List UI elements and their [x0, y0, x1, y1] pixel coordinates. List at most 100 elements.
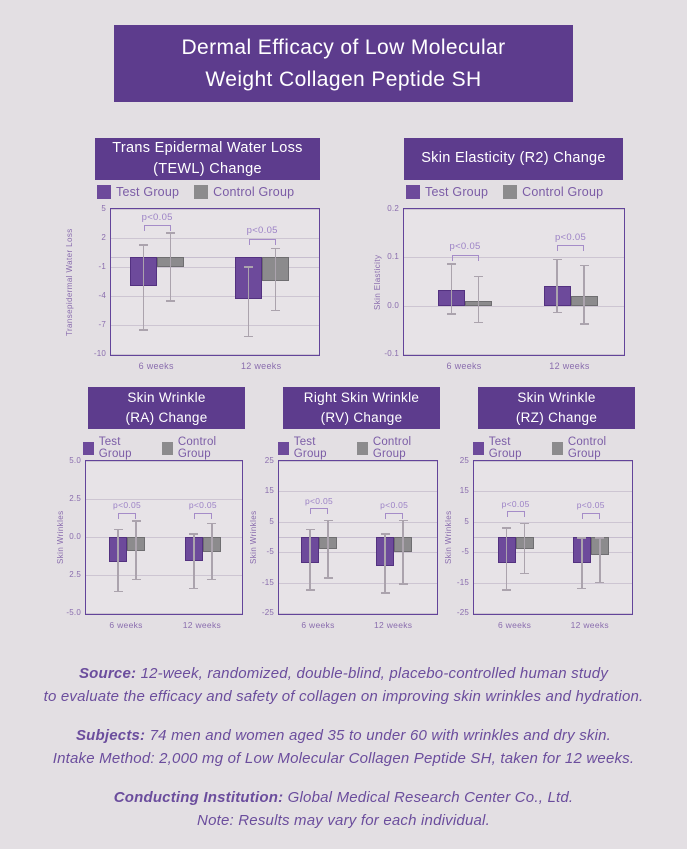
legend-item-test: Test Group	[83, 436, 147, 460]
test-group-swatch	[83, 441, 94, 455]
x-tick-label: 12 weeks	[374, 620, 413, 630]
legend-label-control: Control Group	[372, 436, 412, 460]
y-tick-label: 0.0	[387, 300, 399, 310]
gridline	[279, 461, 437, 462]
error-bar-line	[274, 248, 277, 311]
error-bar-line	[211, 523, 213, 580]
zero-baseline	[279, 537, 437, 538]
error-bar-line	[327, 520, 329, 579]
chart-title-banner: Skin Wrinkle (RZ) Change	[478, 387, 635, 429]
legend-item-control: Control Group	[503, 185, 603, 199]
error-bar-line	[402, 520, 404, 585]
error-bar-cap	[244, 335, 254, 338]
error-bar-cap	[207, 522, 217, 525]
error-bar-cap	[579, 323, 589, 325]
legend-label-control: Control Group	[213, 185, 295, 199]
error-bar-cap	[552, 311, 562, 314]
chart-skin-wrinkle-rz-change: Skin Wrinkle (RZ) Change Test Group Control…	[444, 387, 645, 637]
error-bar-cap	[323, 577, 333, 579]
footer-notes: Source: 12-week, randomized, double-blin…	[0, 662, 687, 848]
gridline	[474, 461, 632, 462]
error-bar-cap	[189, 533, 199, 535]
zero-baseline	[111, 257, 319, 259]
gridline	[279, 613, 437, 614]
significance-label: p<0.05	[449, 241, 481, 253]
significance-label: p<0.05	[246, 225, 278, 237]
gridline	[86, 575, 242, 576]
chart-title-line: Skin Wrinkle	[127, 390, 206, 406]
y-tick-label: -15	[261, 577, 274, 587]
footer-institution-block: Conducting Institution: Global Medical R…	[0, 786, 687, 832]
zero-baseline	[474, 537, 632, 538]
legend-item-control: Control Group	[357, 436, 435, 460]
legend-label-test: Test Group	[488, 436, 522, 460]
significance-label: p<0.05	[141, 211, 173, 223]
gridline	[404, 209, 624, 210]
significance-bracket	[310, 508, 328, 515]
gridline	[111, 325, 319, 326]
y-tick-label: 2	[101, 233, 106, 242]
error-bar-line	[169, 233, 172, 301]
significance-bracket	[248, 238, 276, 245]
significance-bracket	[506, 511, 525, 518]
error-bar-cap	[520, 522, 530, 525]
footer-source-label: Source:	[78, 665, 137, 682]
legend-label-control: Control Group	[567, 436, 607, 460]
x-tick-label: 6 weeks	[138, 361, 174, 371]
legend-label-test: Test Group	[116, 185, 180, 199]
error-bar-line	[599, 537, 601, 583]
y-axis-label: Transepidermal Water Loss	[65, 228, 74, 336]
error-bar-cap	[244, 266, 254, 268]
error-bar-cap	[398, 583, 408, 585]
gridline	[474, 582, 632, 584]
test-group-swatch	[97, 185, 111, 199]
chart-legend: Test Group Control Group	[473, 436, 645, 460]
legend-item-test: Test Group	[473, 436, 537, 460]
y-tick-label: -5.0	[66, 608, 81, 617]
error-bar-cap	[207, 578, 217, 581]
page-title-line1: Dermal Efficacy of Low Molecular	[181, 36, 506, 59]
legend-item-test: Test Group	[97, 185, 179, 199]
chart-title-line: Right Skin Wrinkle	[303, 390, 420, 406]
significance-bracket	[193, 512, 212, 519]
error-bar-cap	[552, 258, 562, 261]
error-bar-cap	[579, 264, 589, 267]
footer-source-line2: to evaluate the efficacy and safety of c…	[43, 688, 644, 705]
error-bar-cap	[447, 313, 457, 315]
y-tick-label: 25	[459, 456, 469, 465]
error-bar-cap	[577, 537, 587, 539]
chart-title-line: Skin Wrinkle	[517, 390, 596, 406]
y-tick-label: 5	[464, 516, 469, 526]
chart-title-line: Skin Elasticity (R2) Change	[421, 150, 606, 167]
y-tick-label: -7	[98, 320, 106, 329]
x-tick-label: 12 weeks	[570, 620, 609, 630]
y-tick-label: 5	[269, 516, 274, 526]
plot-area: p<0.05 p<0.05	[473, 460, 633, 615]
error-bar-cap	[166, 300, 176, 302]
error-bar-cap	[271, 247, 281, 250]
gridline	[111, 354, 319, 355]
plot-area: p<0.05 p<0.05	[403, 208, 625, 356]
significance-bracket	[385, 512, 404, 519]
control-group-swatch	[503, 185, 518, 199]
chart-tewl-change: Trans Epidermal Water Loss (TEWL) Change T…	[60, 138, 340, 378]
significance-label: p<0.05	[576, 500, 605, 511]
chart-title-banner: Skin Elasticity (R2) Change	[404, 138, 623, 180]
error-bar-cap	[474, 275, 484, 278]
chart-title-line: Trans Epidermal Water Loss	[112, 139, 303, 156]
y-tick-label: 2.5	[69, 494, 81, 503]
error-bar-cap	[139, 244, 149, 246]
y-tick-label: 0.0	[69, 532, 81, 541]
significance-label: p<0.05	[113, 500, 142, 511]
error-bar-line	[309, 529, 311, 591]
gridline	[279, 521, 437, 523]
footer-source-text: 12-week, randomized, double-blind, place…	[140, 665, 609, 682]
error-bar-line	[135, 521, 137, 580]
footer-source-line1: Source: 12-week, randomized, double-blin…	[0, 662, 687, 685]
control-group-swatch	[194, 185, 209, 199]
y-tick-label: -25	[456, 608, 469, 617]
chart-right-skin-wrinkle-rv-change: Right Skin Wrinkle (RV) Change Test Group C…	[249, 387, 450, 637]
y-tick-label: -5	[266, 547, 274, 557]
y-tick-label: 2.5	[69, 570, 81, 579]
